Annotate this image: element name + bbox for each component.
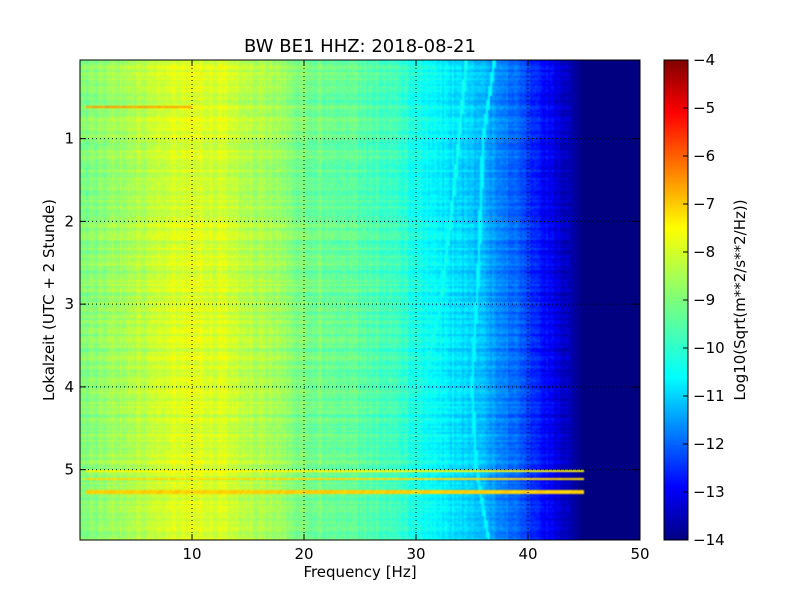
y-tick-label: 1 bbox=[64, 130, 74, 148]
colorbar-label: Log10(Sqrt(m**2/s**2/Hz)) bbox=[731, 199, 749, 400]
colorbar-tick-label: −5 bbox=[693, 99, 715, 117]
spectrogram-image bbox=[80, 60, 640, 540]
colorbar-tick-label: −8 bbox=[693, 243, 715, 261]
colorbar-tick-label: −9 bbox=[693, 291, 715, 309]
colorbar-tick-label: −13 bbox=[693, 483, 725, 501]
plot-frame bbox=[79, 59, 641, 541]
x-tick-label: 30 bbox=[406, 545, 425, 563]
x-tick-label: 40 bbox=[518, 545, 537, 563]
colorbar-tick-label: −6 bbox=[693, 147, 715, 165]
colorbar-tick-label: −11 bbox=[693, 387, 725, 405]
y-axis: 1 2 3 4 5 bbox=[64, 130, 640, 479]
colorbar-tick-label: −4 bbox=[693, 51, 715, 69]
y-tick-label: 4 bbox=[64, 378, 74, 396]
grid bbox=[80, 60, 640, 540]
colorbar-tick-label: −7 bbox=[693, 195, 715, 213]
chart-title: BW BE1 HHZ: 2018-08-21 bbox=[244, 36, 476, 57]
y-axis-label: Lokalzeit (UTC + 2 Stunde) bbox=[40, 199, 58, 401]
colorbar-tick-label: −14 bbox=[693, 531, 725, 549]
x-tick-label: 20 bbox=[294, 545, 313, 563]
x-axis: 10 20 30 40 50 bbox=[182, 60, 650, 563]
y-tick-label: 3 bbox=[64, 295, 74, 313]
colorbar-tick-label: −10 bbox=[693, 339, 725, 357]
colorbar-axis: −4 −5 −6 −7 −8 −9 −10 −11 −12 −13 −14 bbox=[683, 51, 725, 549]
y-tick-label: 5 bbox=[64, 461, 74, 479]
x-axis-label: Frequency [Hz] bbox=[303, 563, 416, 581]
heatmap bbox=[80, 60, 640, 540]
colorbar-tick-label: −12 bbox=[693, 435, 725, 453]
x-tick-label: 10 bbox=[182, 545, 201, 563]
x-tick-label: 50 bbox=[630, 545, 649, 563]
y-tick-label: 2 bbox=[64, 212, 74, 230]
